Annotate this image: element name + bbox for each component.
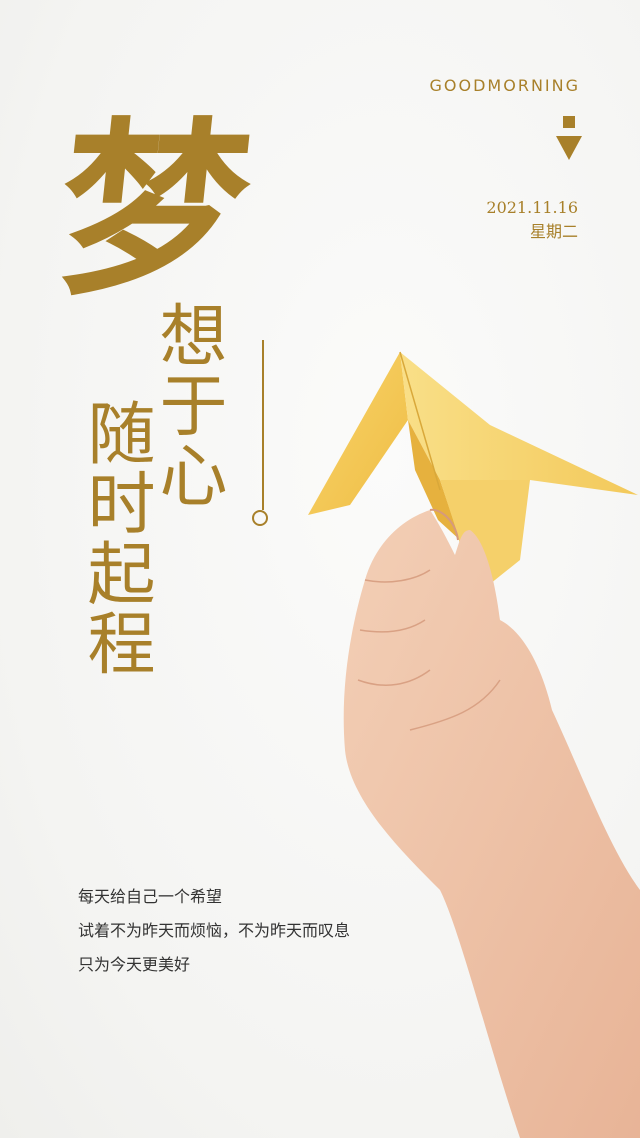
greeting-text: GOODMORNING <box>429 76 580 95</box>
body-line-2: 试着不为昨天而烦恼，不为昨天而叹息 <box>78 921 351 940</box>
date-block: 2021.11.16 星期二 <box>486 196 578 244</box>
weekday-text: 星期二 <box>529 222 578 241</box>
decorative-vertical-line <box>262 340 264 510</box>
paper-crane-hand-illustration <box>308 351 640 1138</box>
body-text-block: 每天给自己一个希望 试着不为昨天而烦恼，不为昨天而叹息 只为今天更美好 <box>78 880 350 982</box>
title-big-character: 梦 <box>48 102 260 321</box>
arrow-down-icon <box>556 116 582 160</box>
body-line-3: 只为今天更美好 <box>78 955 191 974</box>
title-column-2: 随时起程 <box>75 398 154 678</box>
decorative-circle <box>252 510 268 526</box>
title-column-1: 想于心 <box>147 300 226 510</box>
date-text: 2021.11.16 <box>486 198 578 217</box>
body-line-1: 每天给自己一个希望 <box>78 887 223 906</box>
